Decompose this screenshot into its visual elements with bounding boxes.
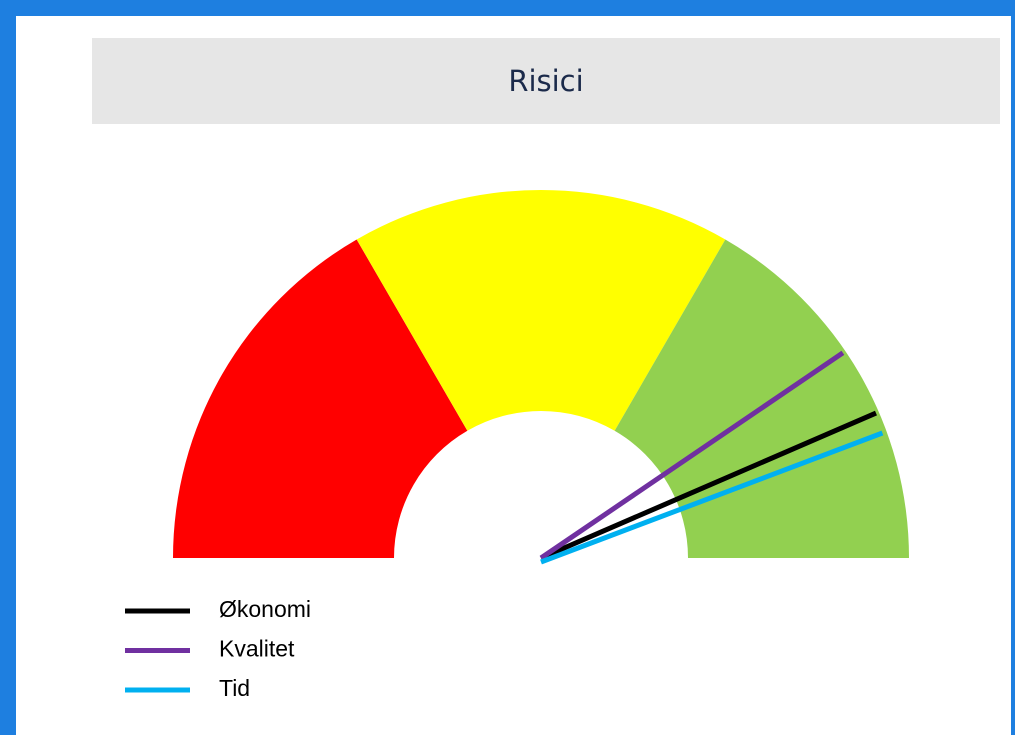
chart-title: Risici (508, 64, 584, 98)
legend-label: Kvalitet (219, 636, 295, 662)
needle (540, 430, 884, 565)
gauge-band (614, 239, 909, 558)
gauge-band (356, 189, 726, 431)
needle (539, 350, 845, 561)
gauge-band (173, 239, 468, 558)
header: Risici (92, 38, 1000, 124)
needle (540, 410, 877, 561)
legend-label: Tid (219, 675, 250, 701)
legend-label: Økonomi (219, 596, 311, 622)
